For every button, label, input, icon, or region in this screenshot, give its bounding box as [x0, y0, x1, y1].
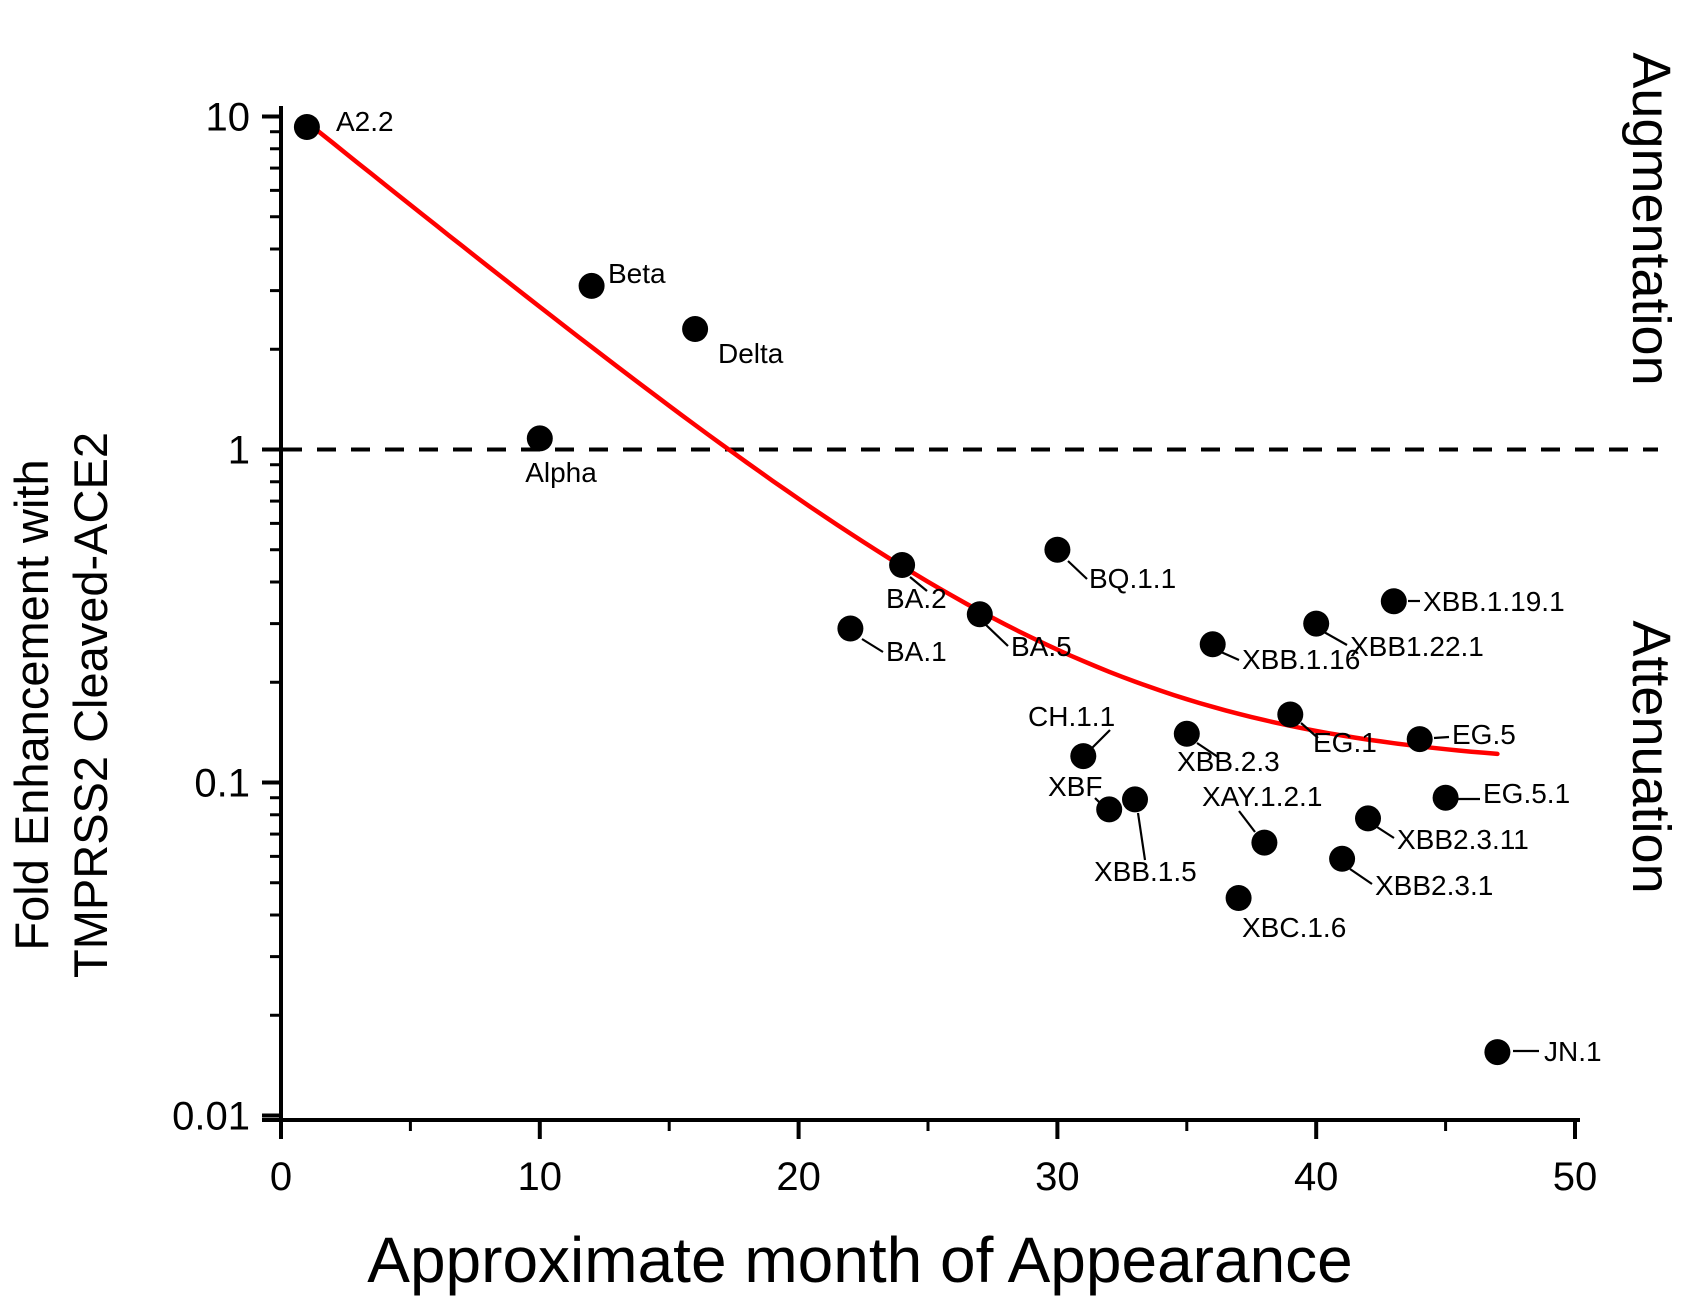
point-label: EG.5.1: [1483, 778, 1570, 809]
point-label: XAY.1.2.1: [1202, 781, 1322, 812]
data-point: [1199, 631, 1226, 658]
point-label: JN.1: [1544, 1036, 1602, 1067]
label-leader-line: [1220, 650, 1240, 662]
point-label: XBB1.22.1: [1350, 631, 1484, 662]
data-point: [1044, 536, 1071, 563]
data-point: [1329, 845, 1356, 872]
axis-tick-labels-group: 0 10 20 30 40 50 10 1 0.1 0.01: [172, 96, 1597, 1200]
data-point: [1406, 726, 1433, 753]
point-label: EG.1: [1313, 727, 1377, 758]
data-point: [1277, 701, 1304, 728]
point-label: Beta: [608, 258, 666, 289]
point-label: XBB2.3.1: [1375, 870, 1493, 901]
label-leader-line: [1300, 722, 1319, 739]
data-point: [293, 114, 320, 140]
point-label: A2.2: [336, 106, 394, 137]
data-point: [1225, 885, 1252, 911]
label-leader-line: [1323, 631, 1348, 646]
x-tick-label: 30: [1035, 1155, 1080, 1199]
point-label: XBB.1.19.1: [1423, 586, 1565, 617]
data-point: [1122, 786, 1148, 813]
point-leader-lines-group: [861, 560, 1539, 1053]
data-point: [1303, 610, 1330, 637]
x-tick-label: 10: [518, 1155, 563, 1199]
point-label: EG.5: [1452, 719, 1516, 750]
attenuation-label: Attenuation: [1621, 620, 1681, 893]
y-tick-label: 0.01: [172, 1095, 250, 1139]
point-label: CH.1.1: [1028, 701, 1115, 732]
x-axis-title: Approximate month of Appearance: [367, 1224, 1353, 1296]
data-point: [682, 316, 709, 342]
point-label: BA.2: [886, 583, 947, 614]
label-leader-line: [984, 623, 1009, 647]
data-point: [1355, 805, 1381, 832]
data-point: [526, 425, 553, 452]
point-label: Alpha: [525, 457, 597, 488]
point-label: XBB2.3.11: [1397, 824, 1529, 855]
data-point: [1251, 829, 1278, 856]
y-tick-label: 1: [228, 429, 250, 473]
x-tick-label: 40: [1294, 1155, 1339, 1199]
data-point: [1432, 784, 1459, 811]
x-tick-label: 50: [1553, 1155, 1598, 1199]
point-label: XBB.1.16: [1242, 644, 1360, 675]
y-axis-title-line2: TMPRSS2 Cleaved-ACE2: [64, 432, 117, 978]
y-axis-title-line1: Fold Enhancement with: [5, 459, 58, 950]
y-tick-label: 10: [206, 96, 251, 140]
augmentation-label: Augmentation: [1621, 52, 1681, 385]
data-point: [1380, 588, 1407, 615]
data-point: [837, 615, 864, 642]
label-leader-line: [1376, 826, 1395, 839]
data-point: [1484, 1039, 1511, 1066]
point-label: XBC.1.6: [1242, 912, 1346, 943]
label-leader-line: [1091, 729, 1111, 749]
label-leader-line: [909, 576, 928, 592]
label-leader-line: [1067, 560, 1088, 580]
point-labels-group: A2.2 Alpha Beta Delta BA.1 BA.2 BA.5 BQ.1.1 CH.1…: [336, 106, 1602, 1067]
label-leader-line: [861, 638, 884, 653]
data-point: [1173, 720, 1200, 747]
point-label: XBF: [1048, 771, 1102, 802]
point-label: XBB.2.3: [1177, 746, 1280, 777]
y-tick-label: 0.1: [194, 762, 250, 806]
point-label: BA.1: [886, 636, 947, 667]
point-label: Delta: [718, 338, 784, 369]
point-label: BA.5: [1011, 631, 1072, 662]
data-points-group: [293, 114, 1511, 1066]
data-point: [1070, 743, 1097, 770]
label-leader-line: [1196, 742, 1219, 758]
data-point: [1096, 796, 1123, 823]
point-label: BQ.1.1: [1089, 563, 1176, 594]
label-leader-line: [1136, 812, 1147, 861]
x-tick-label: 0: [270, 1155, 292, 1199]
data-point: [966, 601, 993, 628]
data-point: [578, 272, 605, 299]
data-point: [889, 552, 916, 578]
label-leader-line: [1238, 810, 1256, 833]
x-tick-label: 20: [776, 1155, 821, 1199]
label-leader-line: [1433, 735, 1450, 740]
point-label: XBB.1.5: [1094, 856, 1197, 887]
label-leader-line: [1349, 868, 1373, 885]
